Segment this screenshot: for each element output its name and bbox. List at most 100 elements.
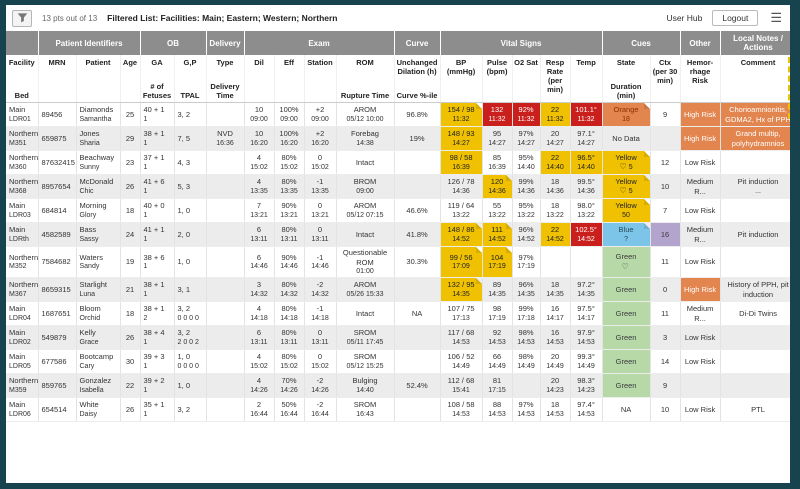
cell-state: No Data	[602, 126, 651, 151]
cell-pulse: 66 14:49	[482, 349, 513, 374]
cell-age: 21	[120, 277, 141, 302]
column-header-curve[interactable]: Unchanged Dilation (h) Curve %-ile	[394, 55, 441, 103]
cell-o2	[512, 373, 541, 398]
patient-row[interactable]: Main LDR05 677586 Bootcamp Cary 30 39 + 3 1 1, 0…	[6, 349, 790, 374]
column-header-state[interactable]: State Duration (min)	[602, 55, 651, 103]
cell-comment	[720, 246, 790, 278]
column-header-bp[interactable]: BP (mmHg)	[440, 55, 483, 103]
column-header-ga[interactable]: GA # of Fetuses	[140, 55, 175, 103]
column-header-mrn[interactable]: MRN	[38, 55, 77, 103]
cell-type	[206, 102, 245, 127]
cell-pulse: 111 14:52	[482, 222, 513, 247]
cell-pulse: 95 14:27	[482, 126, 513, 151]
cell-patient: Starlight Luna	[76, 277, 121, 302]
patient-row[interactable]: Northern M367 8659315 Starlight Luna 21 38 + 1…	[6, 277, 790, 302]
cell-o2: 97% 14:27	[512, 126, 541, 151]
funnel-icon	[17, 11, 28, 26]
cell-state: Yellow 50	[602, 198, 651, 223]
column-header-resp[interactable]: Resp Rate (per min)	[540, 55, 571, 103]
cell-patient: Jones Sharia	[76, 126, 121, 151]
column-header-gp[interactable]: G,P TPAL	[174, 55, 207, 103]
column-header-o2[interactable]: O2 Sat	[512, 55, 541, 103]
cell-bp: 126 / 78 14:36	[440, 174, 483, 199]
column-header-comment[interactable]: Comment	[720, 55, 790, 103]
cell-gp: 3, 2	[174, 397, 207, 422]
cell-mrn: 8659315	[38, 277, 77, 302]
cell-rom: Intact	[336, 301, 395, 326]
patient-row[interactable]: Northern M360 87632415 Beachway Sunny 23 37 + …	[6, 150, 790, 175]
cell-age: 26	[120, 174, 141, 199]
column-header-station[interactable]: Station	[304, 55, 337, 103]
column-header-patient[interactable]: Patient	[76, 55, 121, 103]
column-header-eff[interactable]: Eff	[274, 55, 305, 103]
cell-station: -1 14:46	[304, 246, 337, 278]
cell-age: 29	[120, 126, 141, 151]
cell-resp: 22 14:40	[540, 150, 571, 175]
cell-mrn: 8957654	[38, 174, 77, 199]
cell-o2: 95% 13:22	[512, 198, 541, 223]
cell-curve	[394, 325, 441, 350]
cell-temp: 98.0° 13:22	[570, 198, 603, 223]
cell-curve	[394, 277, 441, 302]
cell-bp: 107 / 75 17:13	[440, 301, 483, 326]
column-header-rom[interactable]: ROM Rupture Time	[336, 55, 395, 103]
cell-eff: 50% 16:44	[274, 397, 305, 422]
heart-icon: ♡	[619, 162, 627, 172]
cell-mrn: 7584682	[38, 246, 77, 278]
cell-comment	[720, 349, 790, 374]
cell-hemo: Low Risk	[680, 325, 721, 350]
patient-row[interactable]: Main LDR04 1687651 Bloom Orchid 18 38 + 1 2 3, 2…	[6, 301, 790, 326]
patient-row[interactable]: Northern M359 859765 Gonzalez Isabella 22 39 +…	[6, 373, 790, 398]
column-header-dil[interactable]: Dil	[244, 55, 275, 103]
cell-age: 24	[120, 222, 141, 247]
column-header-ctx[interactable]: Ctx (per 30 min)	[650, 55, 681, 103]
cell-temp: 101.1° 11:32	[570, 102, 603, 127]
cell-bp: 148 / 93 14:27	[440, 126, 483, 151]
annotation-fold-corner	[643, 199, 650, 205]
hamburger-menu-icon[interactable]: ☰	[770, 10, 782, 25]
cell-state: Green	[602, 373, 651, 398]
cell-station: 0 13:11	[304, 222, 337, 247]
logout-button[interactable]: Logout	[712, 10, 759, 26]
cell-pulse: 92 14:53	[482, 325, 513, 350]
column-header-pulse[interactable]: Pulse (bpm)	[482, 55, 513, 103]
cell-resp: 22 14:52	[540, 222, 571, 247]
column-header-facility[interactable]: Facility Bed	[6, 55, 39, 103]
cell-eff: 100% 09:00	[274, 102, 305, 127]
patient-row[interactable]: Main LDR03 684814 Morning Glory 18 40 + 0 1 1, 0…	[6, 198, 790, 223]
cell-type	[206, 174, 245, 199]
cell-curve	[394, 349, 441, 374]
user-hub-link[interactable]: User Hub	[666, 13, 703, 23]
cell-mrn: 89456	[38, 102, 77, 127]
cell-state: Green	[602, 325, 651, 350]
cell-pulse: 120 14:36	[482, 174, 513, 199]
patient-count: 13 pts out of 13	[42, 13, 98, 23]
cell-ctx: 11	[650, 246, 681, 278]
column-header-hemo[interactable]: Hemor-rhage Risk	[680, 55, 721, 103]
cell-curve: 19%	[394, 126, 441, 151]
cell-facility: Northern M360	[6, 150, 39, 175]
cell-pulse: 55 13:22	[482, 198, 513, 223]
cell-comment	[720, 325, 790, 350]
cell-temp: 97.1° 14:27	[570, 126, 603, 151]
cell-hemo: High Risk	[680, 277, 721, 302]
column-header-temp[interactable]: Temp	[570, 55, 603, 103]
cell-bp: 112 / 68 15:41	[440, 373, 483, 398]
column-header-age[interactable]: Age	[120, 55, 141, 103]
filter-button[interactable]	[12, 9, 32, 27]
cell-hemo: Low Risk	[680, 198, 721, 223]
cell-mrn: 1687651	[38, 301, 77, 326]
cell-pulse: 85 16:39	[482, 150, 513, 175]
cell-resp: 20 14:49	[540, 349, 571, 374]
column-group: Exam	[244, 31, 395, 55]
column-header-type[interactable]: Type Delivery Time	[206, 55, 245, 103]
patient-row[interactable]: Northern M351 659875 Jones Sharia 29 38 + 1 1 7,…	[6, 126, 790, 151]
